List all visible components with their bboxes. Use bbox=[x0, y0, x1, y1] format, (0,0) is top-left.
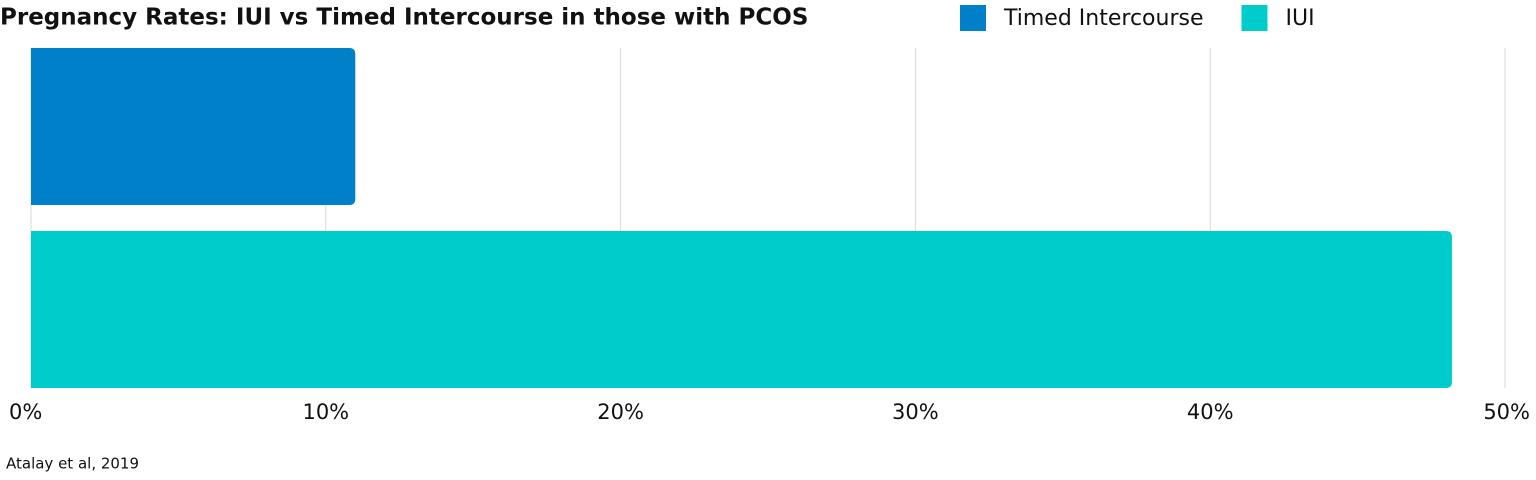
x-tick-label: 50% bbox=[1483, 400, 1530, 424]
bar bbox=[31, 48, 356, 205]
x-tick-label: 40% bbox=[1187, 400, 1234, 424]
chart-title: Pregnancy Rates: IUI vs Timed Intercours… bbox=[0, 5, 808, 31]
legend-swatch bbox=[1241, 5, 1268, 31]
legend-swatch bbox=[960, 5, 986, 31]
x-tick-label: 30% bbox=[892, 400, 939, 424]
source-note: Atalay et al, 2019 bbox=[6, 455, 139, 473]
x-tick-label: 10% bbox=[302, 400, 349, 424]
legend-label: Timed Intercourse bbox=[1003, 6, 1204, 31]
x-tick-label: 0% bbox=[9, 400, 42, 424]
bar bbox=[31, 231, 1452, 388]
x-tick-label: 20% bbox=[597, 400, 644, 424]
legend-label: IUI bbox=[1286, 6, 1315, 31]
